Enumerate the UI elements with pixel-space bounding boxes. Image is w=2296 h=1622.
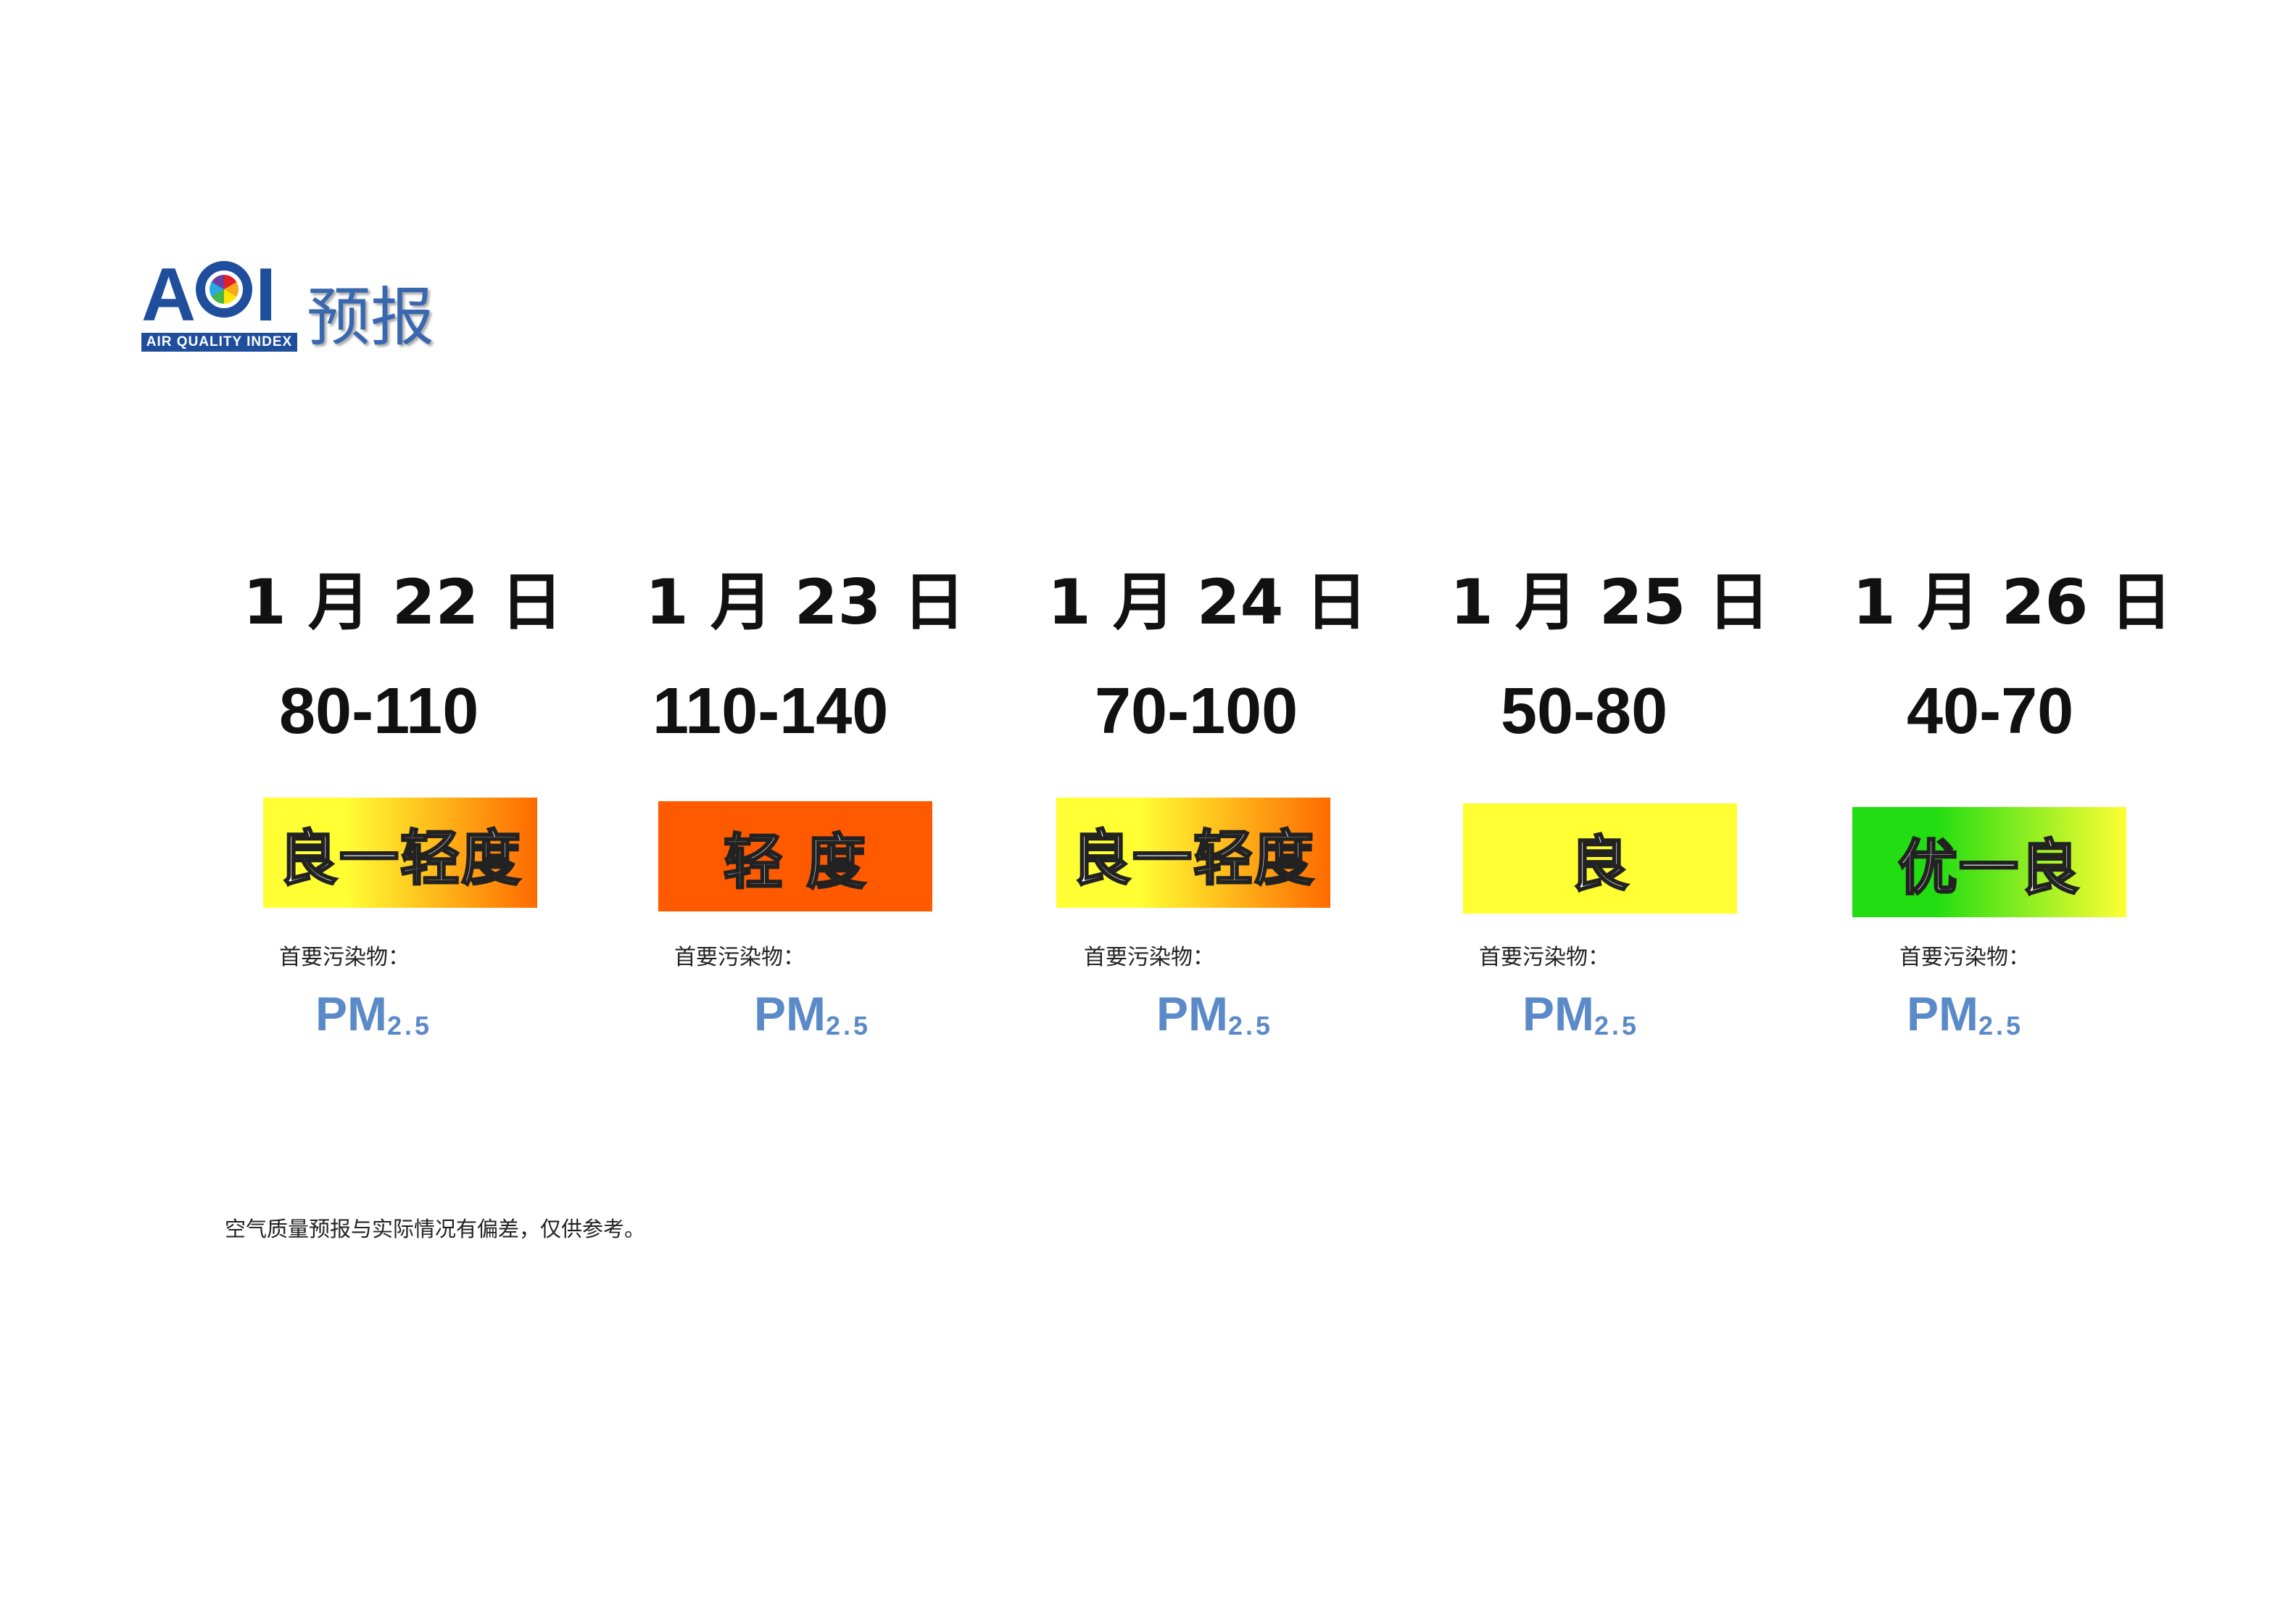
- logo-subtitle: AIR QUALITY INDEX: [141, 333, 297, 352]
- day-date: 1 月 22 日: [243, 566, 563, 639]
- pollutant-value: PM2.5: [754, 986, 871, 1041]
- pollutant-value: PM2.5: [1522, 986, 1639, 1041]
- aqi-level-text: 轻 度: [722, 827, 868, 898]
- pollutant-name: PM: [315, 987, 387, 1040]
- day-date: 1 月 24 日: [1048, 566, 1368, 639]
- aqi-range: 110-140: [652, 675, 889, 748]
- aqi-range: 70-100: [1095, 675, 1298, 748]
- aqi-level-text: 良: [1568, 829, 1630, 900]
- day-date: 1 月 25 日: [1450, 566, 1770, 639]
- pollutant-name: PM: [1522, 987, 1594, 1040]
- pollutant-value: PM2.5: [315, 986, 432, 1041]
- aqi-level-badge: 轻 度: [658, 801, 932, 911]
- aqi-level-badge: 优一良: [1852, 807, 2126, 917]
- pollutant-subscript: 2.5: [1594, 1011, 1640, 1040]
- aqi-level-text: 良一轻度: [277, 823, 522, 894]
- pollutant-value: PM2.5: [1156, 986, 1273, 1041]
- pollutant-subscript: 2.5: [1978, 1011, 2024, 1040]
- pollutant-label: 首要污染物：: [1084, 945, 1214, 970]
- pollutant-label: 首要污染物：: [279, 945, 410, 970]
- aqi-level-text: 优一良: [1897, 832, 2081, 903]
- aqi-level-badge: 良一轻度: [1056, 798, 1330, 908]
- pollutant-name: PM: [754, 987, 826, 1040]
- pollutant-name: PM: [1907, 987, 1978, 1040]
- pollutant-label: 首要污染物：: [674, 945, 805, 970]
- aqi-level-text: 良一轻度: [1070, 823, 1315, 894]
- aqi-range: 50-80: [1501, 675, 1668, 748]
- aqi-level-badge: 良: [1463, 803, 1737, 914]
- aqi-level-badge: 良一轻度: [263, 798, 537, 908]
- aqi-range: 40-70: [1907, 675, 2074, 748]
- logo-letter-i: I: [255, 253, 276, 337]
- globe-icon: [196, 261, 253, 318]
- aqi-range: 80-110: [279, 675, 479, 748]
- day-date: 1 月 23 日: [645, 566, 966, 639]
- disclaimer-note: 空气质量预报与实际情况有偏差，仅供参考。: [225, 1217, 646, 1241]
- pollutant-value: PM2.5: [1907, 986, 2023, 1041]
- page-title: 预报: [307, 280, 435, 355]
- pollutant-subscript: 2.5: [387, 1011, 433, 1040]
- pollutant-label: 首要污染物：: [1479, 945, 1609, 970]
- pollutant-label: 首要污染物：: [1899, 945, 2030, 970]
- pollutant-subscript: 2.5: [1228, 1011, 1274, 1040]
- pollutant-subscript: 2.5: [826, 1011, 871, 1040]
- day-date: 1 月 26 日: [1852, 566, 2173, 639]
- pollutant-name: PM: [1156, 987, 1228, 1040]
- logo-letter-a: A: [141, 253, 196, 337]
